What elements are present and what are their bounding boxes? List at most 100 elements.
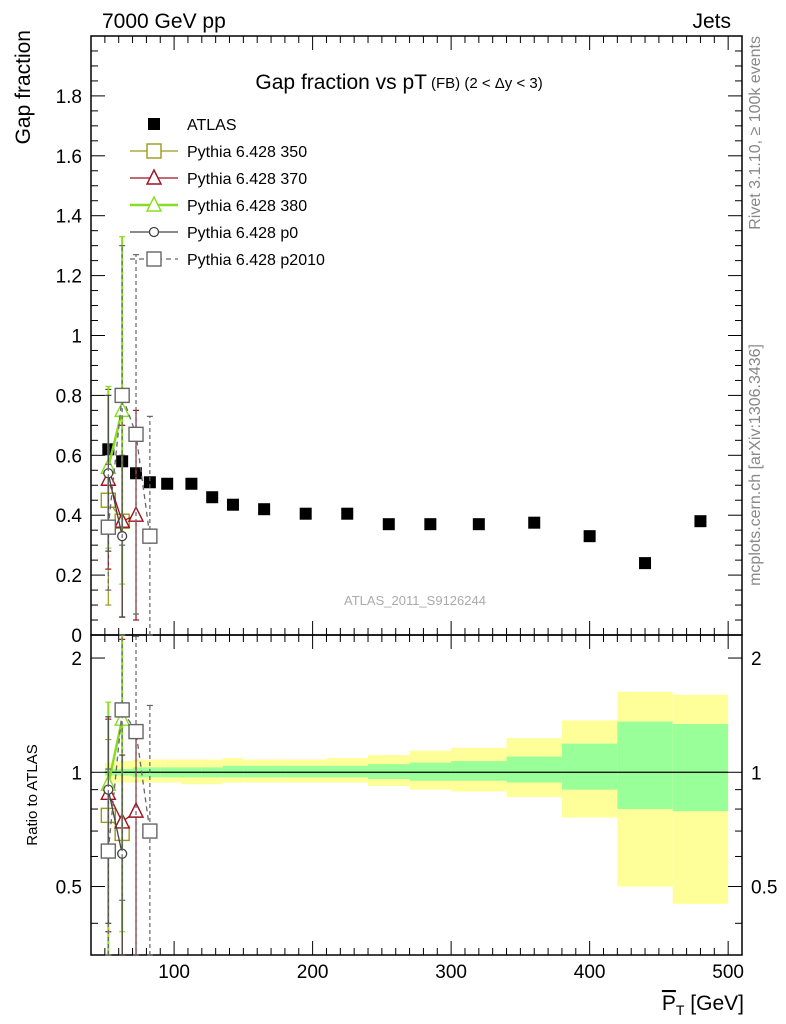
- legend-item-py370: Pythia 6.428 370: [130, 168, 307, 188]
- band-inner: [451, 761, 507, 781]
- legend-label: ATLAS: [187, 117, 237, 134]
- y-tick-label: 0: [71, 626, 82, 647]
- y-tick-label: 0.8: [56, 386, 82, 407]
- series-line: [107, 789, 123, 854]
- ratio-bands: [104, 691, 729, 904]
- band-inner: [561, 743, 618, 790]
- data-point: [258, 503, 271, 516]
- frames: 100 200 300 400 500 0 0.2 0.4 0.6 0.8 1 1.2 1.4 1.6 1.…: [56, 35, 777, 983]
- legend-label: Pythia 6.428 350: [187, 144, 307, 161]
- header-left: 7000 GeV pp: [102, 10, 226, 33]
- series-p2010-main: [100, 245, 158, 636]
- data-point: [185, 477, 198, 490]
- y-tick-label: 1.6: [56, 147, 82, 168]
- band-inner: [617, 721, 673, 810]
- legend-marker: [148, 226, 160, 238]
- series-p2010-ratio: [100, 634, 158, 956]
- chart-title-suffix: (FB) (2 < Δy < 3): [431, 75, 543, 92]
- chart-title: Gap fraction vs pT: [255, 71, 427, 94]
- data-point: [341, 507, 354, 520]
- data-point: [100, 843, 117, 859]
- legend-marker: [145, 195, 163, 212]
- legend-item-p0: Pythia 6.428 p0: [130, 225, 298, 242]
- legend: ATLAS Pythia 6.428 350 Pythia 6.428 370 Pyt…: [130, 117, 325, 269]
- data-point: [206, 491, 219, 504]
- legend-label: Pythia 6.428 p0: [187, 225, 298, 242]
- y-tick-label: 2: [751, 649, 762, 670]
- main-title: Gap fraction vs pT (FB) (2 < Δy < 3): [255, 71, 542, 94]
- band-inner: [506, 756, 562, 783]
- legend-marker: [146, 143, 162, 159]
- data-point: [142, 528, 158, 544]
- legend-item-atlas: ATLAS: [148, 117, 237, 134]
- series-line: [107, 707, 151, 852]
- y-tick-label: 1.8: [56, 87, 82, 108]
- legend-label: Pythia 6.428 p2010: [187, 252, 325, 269]
- series-layer: [100, 236, 707, 956]
- data-point: [226, 498, 239, 511]
- y-axis-label-main: Gap fraction: [12, 30, 35, 144]
- band-inner: [672, 724, 729, 812]
- data-point: [299, 507, 312, 520]
- data-point: [424, 518, 437, 531]
- data-point: [382, 518, 395, 531]
- y-tick-label: 1: [71, 763, 82, 784]
- data-point: [114, 387, 130, 404]
- y-tick-label: 1.2: [56, 267, 82, 288]
- data-point: [639, 557, 652, 570]
- watermark: ATLAS_2011_S9126244: [344, 593, 486, 608]
- legend-marker: [146, 251, 162, 267]
- y-tick-label: 2: [71, 649, 82, 670]
- data-point: [142, 823, 158, 839]
- y-tick-label: 0.6: [56, 446, 82, 467]
- legend-label: Pythia 6.428 370: [187, 171, 307, 188]
- y-tick-label: 0.5: [56, 878, 82, 899]
- ratio-frame: [90, 634, 743, 956]
- data-point: [694, 515, 707, 528]
- x-tick-label: 100: [158, 962, 190, 983]
- y-tick-label: 0.5: [751, 878, 777, 899]
- data-point: [583, 530, 596, 543]
- y-tick-label: 1.4: [56, 207, 83, 228]
- series-line: [107, 395, 151, 537]
- legend-item-py350: Pythia 6.428 350: [130, 143, 307, 161]
- band-inner: [326, 765, 369, 778]
- x-axis-title: PT [GeV]: [662, 992, 744, 1018]
- legend-item-py380: Pythia 6.428 380: [130, 195, 307, 215]
- legend-item-p2010: Pythia 6.428 p2010: [130, 251, 325, 269]
- x-tick-label: 300: [435, 962, 467, 983]
- header-right: Jets: [692, 10, 731, 33]
- data-point: [127, 801, 145, 818]
- data-point: [114, 702, 130, 718]
- band-inner: [284, 765, 327, 778]
- legend-marker: [148, 118, 160, 130]
- mcplots-label: mcplots.cern.ch [arXiv:1306.3436]: [747, 344, 764, 586]
- band-inner: [368, 764, 410, 780]
- series-atlas-main: [102, 443, 707, 570]
- series-py350-ratio: [100, 723, 130, 956]
- y-axis-label-ratio: Ratio to ATLAS: [24, 744, 41, 845]
- x-tick-label: 500: [712, 962, 744, 983]
- band-inner: [243, 765, 285, 778]
- band-inner: [222, 765, 244, 778]
- x-axis-label: PT [GeV]: [662, 992, 744, 1018]
- x-tick-label: 200: [297, 962, 329, 983]
- y-tick-label: 1: [71, 327, 82, 348]
- data-point: [472, 518, 485, 531]
- data-point: [100, 519, 117, 535]
- series-line: [107, 473, 123, 537]
- data-point: [161, 477, 174, 490]
- x-tick-label: 400: [574, 962, 606, 983]
- y-tick-label: 0.2: [56, 566, 82, 587]
- data-point: [128, 426, 144, 443]
- legend-label: Pythia 6.428 380: [187, 198, 307, 215]
- legend-marker: [145, 168, 163, 185]
- data-point: [528, 516, 541, 529]
- y-tick-label: 1: [751, 763, 762, 784]
- series-line: [107, 410, 124, 468]
- rivet-label: Rivet 3.1.10, ≥ 100k events: [747, 36, 764, 230]
- y-tick-label: 0.4: [56, 506, 83, 527]
- data-point: [128, 723, 144, 740]
